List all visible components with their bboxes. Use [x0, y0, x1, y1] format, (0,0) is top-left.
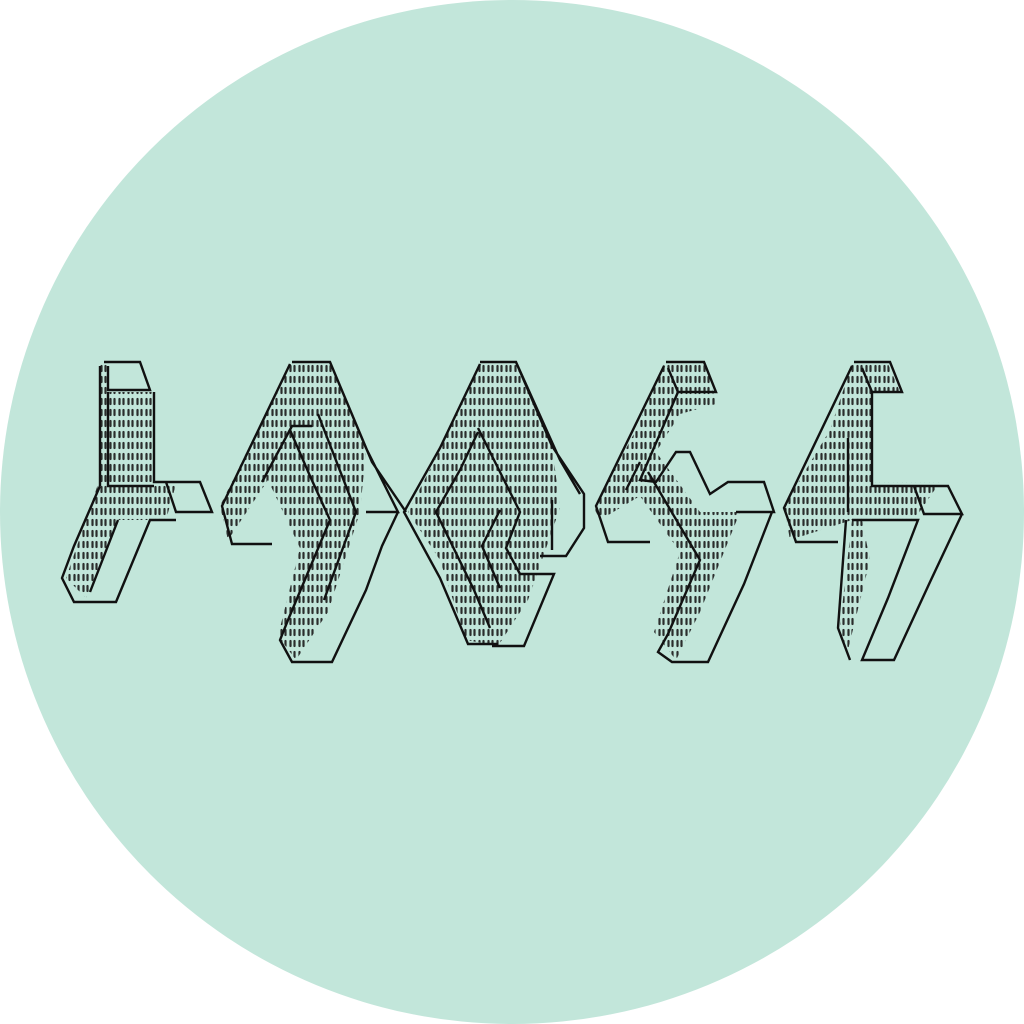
glyph-1-stepped-l-icon	[60, 360, 214, 604]
glyph-4-chevron-y-icon	[594, 360, 776, 664]
glyph-5-stepped-l-icon	[782, 360, 964, 662]
glyph-2-chevron-y-icon	[220, 360, 407, 664]
glyph-3-chevron-loop-icon	[402, 360, 586, 648]
